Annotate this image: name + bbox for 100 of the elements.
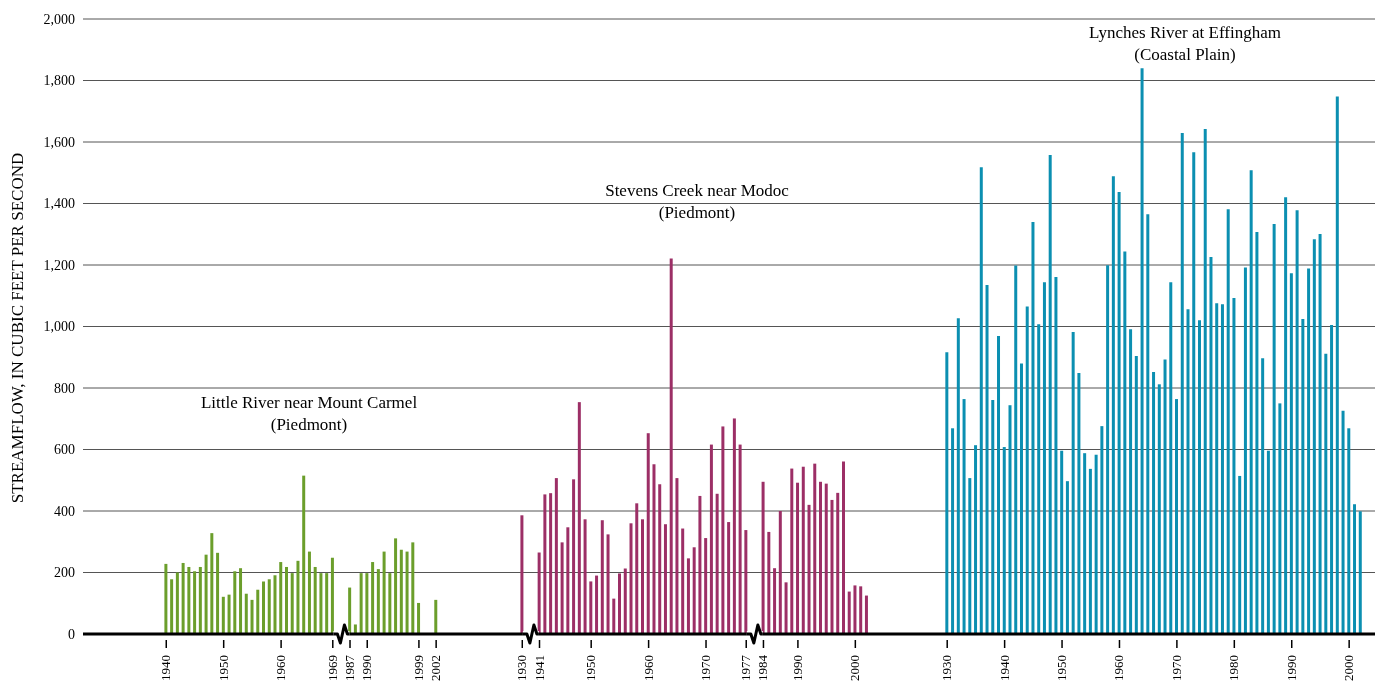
x-tick-label: 1990 — [359, 655, 375, 681]
bar — [216, 552, 220, 634]
bar — [1008, 405, 1012, 634]
y-tick-label: 1,200 — [43, 257, 75, 273]
bar — [1019, 363, 1023, 634]
x-tick-label: 1940 — [158, 655, 174, 681]
bar — [388, 573, 392, 634]
bar — [1088, 468, 1092, 634]
bar — [204, 554, 208, 634]
bar — [233, 571, 237, 634]
x-tick-label: 1950 — [583, 655, 599, 681]
bar — [1123, 251, 1127, 634]
bar — [1180, 133, 1184, 634]
bar — [353, 624, 357, 634]
bar — [646, 433, 650, 634]
bar — [1278, 403, 1282, 634]
bar — [732, 418, 736, 634]
bar — [1284, 197, 1288, 634]
x-tick-label: 1960 — [1111, 655, 1127, 681]
x-tick-label: 1969 — [324, 655, 340, 681]
bar — [612, 598, 616, 634]
bar — [1071, 332, 1075, 634]
bar — [709, 444, 713, 634]
annotation: Stevens Creek near Modoc (Piedmont) — [605, 180, 789, 224]
bar — [945, 352, 949, 634]
x-tick-label: 1950 — [1054, 655, 1070, 681]
x-tick-label: 1960 — [273, 655, 289, 681]
bar — [704, 538, 708, 634]
bar — [1094, 454, 1098, 634]
bar — [1318, 233, 1322, 634]
x-tick-label: 2000 — [1341, 655, 1357, 681]
bar — [1249, 170, 1253, 634]
bar — [618, 573, 622, 634]
bar — [790, 468, 794, 634]
bar — [554, 478, 558, 634]
bar — [284, 566, 288, 634]
bar — [796, 482, 800, 634]
bar — [830, 499, 834, 634]
bar — [313, 566, 317, 634]
bar — [549, 493, 553, 634]
bar — [1238, 475, 1242, 634]
bar — [1232, 297, 1236, 634]
bar — [376, 569, 380, 634]
y-axis-title: STREAMFLOW, IN CUBIC FEET PER SECOND — [8, 152, 28, 504]
bar — [267, 579, 271, 634]
x-tick-label: 1999 — [410, 655, 426, 681]
x-tick-label: 1930 — [939, 655, 955, 681]
bar — [836, 492, 840, 634]
bar — [319, 573, 323, 634]
bar — [1042, 282, 1046, 634]
bar — [1025, 306, 1029, 634]
bar — [1353, 504, 1357, 634]
bar — [1347, 428, 1351, 634]
x-tick-label: 2002 — [428, 655, 444, 681]
bar — [348, 587, 352, 634]
bar — [187, 566, 191, 634]
bar — [985, 284, 989, 634]
y-tick-label: 2,000 — [43, 11, 75, 27]
bar — [566, 527, 570, 634]
bar — [1186, 309, 1190, 634]
bar — [1243, 267, 1247, 634]
bar — [801, 466, 805, 634]
bar — [279, 562, 283, 634]
bar — [1100, 426, 1104, 634]
bar — [1152, 372, 1156, 634]
bar — [227, 594, 231, 634]
bar — [629, 523, 633, 634]
bar — [669, 258, 673, 634]
bar — [1255, 232, 1259, 634]
x-tick-label: 1987 — [342, 654, 358, 681]
x-tick-label: 1977 — [738, 654, 754, 681]
bar — [256, 589, 260, 634]
bar — [1266, 450, 1270, 634]
y-tick-label: 600 — [54, 442, 75, 458]
bar — [1002, 447, 1006, 634]
bar — [1175, 399, 1179, 634]
bar — [1209, 257, 1213, 634]
bar — [290, 573, 294, 634]
bar — [1054, 276, 1058, 634]
bar — [1140, 68, 1144, 634]
bar — [170, 579, 174, 634]
bar — [600, 520, 604, 634]
bar — [1203, 129, 1207, 634]
bar — [537, 552, 541, 634]
bar — [1197, 320, 1201, 634]
bar — [1215, 303, 1219, 634]
bar — [1031, 221, 1035, 634]
bar — [198, 566, 202, 634]
bar — [417, 602, 421, 634]
bar — [164, 563, 168, 634]
annotation: Little River near Mount Carmel (Piedmont) — [200, 392, 418, 436]
x-tick-label: 1990 — [789, 655, 805, 681]
bar — [1220, 304, 1224, 634]
bar — [307, 551, 311, 634]
bar — [738, 444, 742, 634]
bar — [1106, 265, 1110, 634]
bar — [1157, 384, 1161, 634]
bar — [1192, 152, 1196, 634]
bar — [951, 428, 955, 634]
bar — [325, 573, 329, 634]
